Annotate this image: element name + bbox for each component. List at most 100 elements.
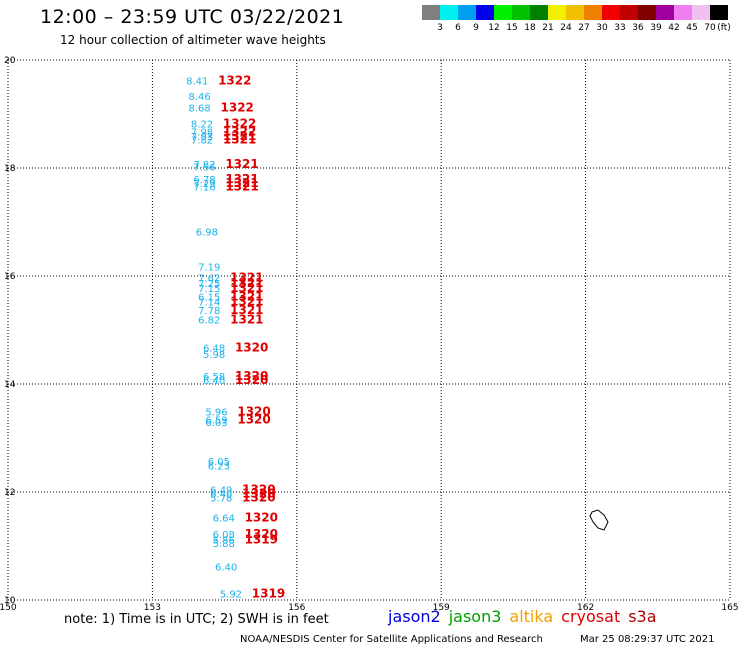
footer-note: note: 1) Time is in UTC; 2) SWH is in fe… bbox=[64, 612, 329, 627]
swh-value-label: 6.58 bbox=[203, 372, 225, 383]
swh-value-label: 6.82 bbox=[198, 316, 220, 327]
x-tick-label: 150 bbox=[0, 603, 17, 613]
scale-label: 21 bbox=[542, 23, 554, 33]
swh-value-label: 6.78 bbox=[193, 175, 215, 186]
scale-label: 18 bbox=[524, 23, 536, 33]
scale-swatch bbox=[422, 5, 440, 20]
scale-label: 33 bbox=[614, 23, 626, 33]
scale-label: 42 bbox=[668, 23, 680, 33]
scale-label: 9 bbox=[473, 23, 479, 33]
axis-tick-labels: 150 153 156 159 162 165 10 12 14 16 18 20 bbox=[0, 56, 739, 613]
data-points: 8.41 1322 8.468.68 1322 8.22 1322 7.98 1322 7.93… bbox=[186, 73, 285, 600]
swh-value-label: 6.23 bbox=[208, 461, 230, 472]
scale-swatch bbox=[494, 5, 512, 20]
cycle-label: 1320 bbox=[235, 369, 268, 383]
swh-value-label: 5.78 bbox=[210, 494, 232, 505]
cycle-label: 1320 bbox=[245, 511, 278, 525]
swh-value-label: 6.40 bbox=[210, 489, 232, 500]
swh-value-label: 6.15 bbox=[198, 292, 220, 303]
swh-value-label: 7.16 bbox=[193, 183, 215, 194]
chart-title: 12:00 – 23:59 UTC 03/22/2021 bbox=[40, 6, 345, 28]
legend-entry: s3a bbox=[628, 607, 657, 626]
cycle-label: 1321 bbox=[225, 180, 258, 194]
scale-label: 39 bbox=[650, 23, 662, 33]
cycle-label: 1321 bbox=[225, 157, 258, 171]
cycle-label: 1322 bbox=[223, 117, 256, 131]
scale-swatch bbox=[584, 5, 602, 20]
swh-value-label: 6.98 bbox=[196, 228, 218, 239]
y-tick-label: 12 bbox=[4, 488, 15, 498]
cycle-label: 1319 bbox=[245, 532, 278, 546]
cycle-label: 1322 bbox=[218, 73, 251, 87]
swh-value-label: 7.14 bbox=[198, 298, 220, 309]
cycle-label: 1321 bbox=[230, 276, 263, 290]
swh-value-label: 5.92 bbox=[220, 589, 242, 600]
scale-label: 15 bbox=[506, 23, 518, 33]
swh-value-label: 7.19 bbox=[198, 263, 220, 274]
cycle-label: 1320 bbox=[242, 483, 275, 497]
swh-value-label: 6.59 bbox=[205, 415, 227, 426]
swh-value-label: 6.08 bbox=[213, 530, 235, 541]
swh-value-label: 6.40 bbox=[203, 376, 225, 387]
cycle-label: 1319 bbox=[252, 586, 285, 600]
cycle-label: 1322 bbox=[223, 125, 256, 139]
credit-text: NOAA/NESDIS Center for Satellite Applica… bbox=[240, 634, 543, 645]
swh-value-label: 7.25 bbox=[198, 279, 220, 290]
scale-swatch bbox=[440, 5, 458, 20]
scale-swatch bbox=[620, 5, 638, 20]
swh-value-label: 5.88 bbox=[213, 539, 235, 550]
swh-value-label: 7.29 bbox=[193, 179, 215, 190]
legend-entry: cryosat bbox=[561, 607, 621, 626]
x-tick-label: 153 bbox=[144, 603, 161, 613]
scale-swatch bbox=[692, 5, 710, 20]
cycle-label: 1321 bbox=[230, 270, 263, 284]
scale-label: 12 bbox=[488, 23, 500, 33]
swh-value-label: 5.96 bbox=[205, 407, 227, 418]
satellite-legend: jason2 jason3 altika cryosat s3a bbox=[388, 607, 665, 626]
scale-swatch bbox=[458, 5, 476, 20]
scale-swatch bbox=[530, 5, 548, 20]
swh-value-label: 7.15 bbox=[198, 284, 220, 295]
scale-swatch bbox=[566, 5, 584, 20]
swh-value-label: 8.22 bbox=[191, 120, 213, 131]
cycle-label: 1321 bbox=[230, 313, 263, 327]
scale-swatch bbox=[638, 5, 656, 20]
swh-value-label: 7.82 bbox=[193, 160, 215, 171]
scale-label: 36 bbox=[632, 23, 644, 33]
swh-value-label: 8.41 bbox=[186, 76, 208, 87]
legend-entry: altika bbox=[509, 607, 554, 626]
x-tick-label: 159 bbox=[433, 603, 450, 613]
cycle-label: 1321 bbox=[230, 289, 263, 303]
scale-swatch bbox=[602, 5, 620, 20]
scale-swatch bbox=[674, 5, 692, 20]
cycle-label: 1321 bbox=[230, 295, 263, 309]
legend-entry: jason3 bbox=[448, 607, 502, 626]
cycle-label: 1320 bbox=[242, 491, 275, 505]
y-tick-label: 18 bbox=[4, 164, 16, 174]
scale-swatch bbox=[548, 5, 566, 20]
swh-value-label: 6.49 bbox=[210, 486, 232, 497]
swh-value-label: 5.86 bbox=[213, 535, 235, 546]
scale-swatch bbox=[710, 5, 728, 20]
scale-label: 24 bbox=[560, 23, 572, 33]
y-tick-label: 20 bbox=[4, 56, 16, 66]
swh-value-label: 7.78 bbox=[198, 306, 220, 317]
cycle-label: 1321 bbox=[230, 281, 263, 295]
y-tick-label: 16 bbox=[4, 272, 16, 282]
swh-value-label: 7.98 bbox=[191, 128, 213, 139]
swh-value-label: 5.98 bbox=[203, 350, 225, 361]
swh-value-label: 6.64 bbox=[213, 514, 235, 525]
cycle-label: 1322 bbox=[221, 100, 254, 114]
cycle-label: 1321 bbox=[223, 129, 256, 143]
x-tick-label: 156 bbox=[288, 603, 305, 613]
cycle-label: 1320 bbox=[237, 404, 270, 418]
timestamp-text: Mar 25 08:29:37 UTC 2021 bbox=[580, 634, 715, 645]
scale-label: 30 bbox=[596, 23, 608, 33]
grid-lines bbox=[7, 59, 731, 601]
cycle-label: 1320 bbox=[235, 373, 268, 387]
swh-value-label: 7.82 bbox=[191, 136, 213, 147]
island-outline bbox=[589, 509, 609, 531]
cycle-label: 1321 bbox=[225, 176, 258, 190]
y-tick-label: 14 bbox=[4, 380, 16, 390]
